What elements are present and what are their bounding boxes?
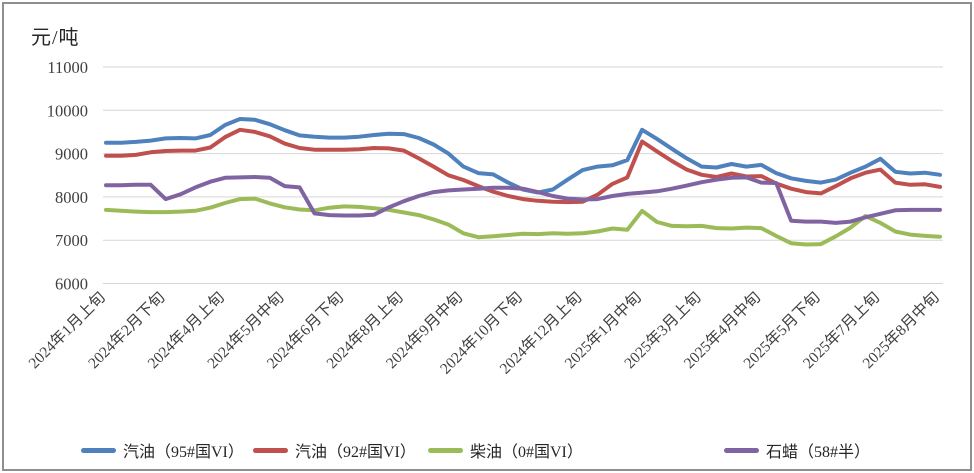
y-axis-unit-title: 元/吨 (31, 27, 80, 49)
y-tick-label: 11000 (47, 58, 88, 77)
legend-label: 柴油（0#国VI） (470, 444, 583, 461)
legend-swatch-paraffin-58 (724, 447, 759, 453)
legend-label: 石蜡（58#半） (766, 444, 871, 461)
legend-swatch-diesel-0 (428, 447, 463, 453)
legend-label: 汽油（95#国VI） (123, 444, 244, 461)
y-tick-label: 10000 (47, 101, 88, 120)
series-line-gasoline-95 (104, 117, 942, 195)
legend-item-paraffin-58: 石蜡（58#半） (724, 437, 870, 463)
legend-swatch-gasoline-92 (253, 447, 288, 453)
y-tick-label: 6000 (55, 275, 88, 294)
y-tick-label: 8000 (55, 188, 88, 207)
y-tick-label: 7000 (55, 231, 88, 250)
legend-label: 汽油（92#国VI） (295, 444, 416, 461)
legend-swatch-gasoline-95 (81, 447, 116, 453)
legend-item-gasoline-92: 汽油（92#国VI） (253, 437, 416, 463)
series-line-diesel-0 (104, 196, 942, 247)
series-line-paraffin-58 (104, 175, 942, 225)
legend-item-gasoline-95: 汽油（95#国VI） (81, 437, 244, 463)
legend-item-diesel-0: 柴油（0#国VI） (428, 437, 583, 463)
y-tick-label: 9000 (55, 145, 88, 164)
chart-legend: 汽油（95#国VI） 汽油（92#国VI） 柴油（0#国VI） 石蜡（58#半） (0, 437, 974, 467)
series-line-gasoline-92 (104, 127, 942, 205)
